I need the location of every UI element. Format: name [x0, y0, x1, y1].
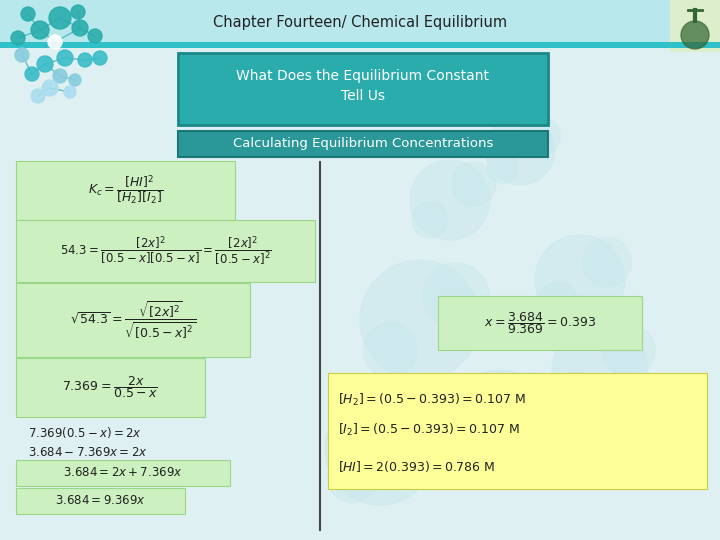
Text: $7.369 = \dfrac{2x}{0.5-x}$: $7.369 = \dfrac{2x}{0.5-x}$: [62, 374, 158, 400]
Circle shape: [450, 370, 550, 470]
Circle shape: [363, 323, 417, 377]
FancyBboxPatch shape: [16, 220, 315, 282]
Circle shape: [88, 29, 102, 43]
Circle shape: [552, 322, 648, 418]
Circle shape: [485, 115, 555, 185]
Circle shape: [25, 67, 39, 81]
Circle shape: [57, 50, 73, 66]
Text: $[I_2] = (0.5 - 0.393) = 0.107\ \mathrm{M}$: $[I_2] = (0.5 - 0.393) = 0.107\ \mathrm{…: [338, 422, 521, 438]
Circle shape: [603, 325, 655, 377]
Circle shape: [503, 373, 557, 428]
Text: $K_c = \dfrac{[HI]^2}{[H_2][I_2]}$: $K_c = \dfrac{[HI]^2}{[H_2][I_2]}$: [89, 173, 163, 207]
Circle shape: [554, 373, 598, 416]
Text: $3.684 - 7.369x = 2x$: $3.684 - 7.369x = 2x$: [28, 447, 148, 460]
Circle shape: [49, 7, 71, 29]
Circle shape: [487, 152, 518, 183]
Text: Calculating Equilibrium Concentrations: Calculating Equilibrium Concentrations: [233, 138, 493, 151]
FancyBboxPatch shape: [16, 161, 235, 220]
Circle shape: [537, 282, 577, 323]
FancyBboxPatch shape: [0, 42, 720, 48]
Text: Tell Us: Tell Us: [341, 89, 385, 103]
FancyBboxPatch shape: [16, 283, 250, 357]
Circle shape: [452, 162, 496, 206]
Circle shape: [64, 86, 76, 98]
Circle shape: [48, 35, 62, 49]
Circle shape: [410, 160, 490, 240]
Circle shape: [328, 453, 377, 502]
FancyBboxPatch shape: [0, 0, 720, 48]
Circle shape: [31, 21, 49, 39]
Circle shape: [452, 422, 498, 468]
Circle shape: [21, 7, 35, 21]
FancyBboxPatch shape: [178, 131, 548, 157]
FancyBboxPatch shape: [328, 373, 707, 489]
FancyBboxPatch shape: [16, 358, 205, 417]
FancyBboxPatch shape: [16, 460, 230, 486]
FancyBboxPatch shape: [16, 488, 185, 514]
Circle shape: [535, 235, 625, 325]
FancyBboxPatch shape: [178, 53, 548, 125]
Text: $3.684 = 9.369x$: $3.684 = 9.369x$: [55, 495, 145, 508]
Text: Chapter Fourteen/ Chemical Equilibrium: Chapter Fourteen/ Chemical Equilibrium: [213, 16, 507, 30]
Circle shape: [681, 21, 709, 49]
Text: $\sqrt{54.3} = \dfrac{\sqrt{[2x]^2}}{\sqrt{[0.5-x]^2}}$: $\sqrt{54.3} = \dfrac{\sqrt{[2x]^2}}{\sq…: [70, 299, 196, 341]
Text: $[H_2] = (0.5 - 0.393) = 0.107\ \mathrm{M}$: $[H_2] = (0.5 - 0.393) = 0.107\ \mathrm{…: [338, 392, 526, 408]
Circle shape: [42, 80, 58, 96]
Text: $x = \dfrac{3.684}{9.369} = 0.393$: $x = \dfrac{3.684}{9.369} = 0.393$: [484, 310, 596, 336]
Circle shape: [78, 53, 92, 67]
Circle shape: [423, 263, 489, 329]
Circle shape: [582, 237, 631, 287]
Circle shape: [522, 117, 560, 156]
Circle shape: [15, 48, 29, 62]
Circle shape: [31, 89, 45, 103]
Text: What Does the Equilibrium Constant: What Does the Equilibrium Constant: [236, 69, 490, 83]
Circle shape: [93, 51, 107, 65]
Circle shape: [360, 260, 480, 380]
Circle shape: [72, 20, 88, 36]
Circle shape: [11, 31, 25, 45]
Circle shape: [325, 395, 435, 505]
Circle shape: [53, 69, 67, 83]
Text: $54.3 = \dfrac{[2x]^2}{[0.5-x][0.5-x]} = \dfrac{[2x]^2}{[0.5-x]^2}$: $54.3 = \dfrac{[2x]^2}{[0.5-x][0.5-x]} =…: [60, 234, 272, 268]
Text: $[HI] = 2(0.393) = 0.786\ \mathrm{M}$: $[HI] = 2(0.393) = 0.786\ \mathrm{M}$: [338, 458, 495, 474]
FancyBboxPatch shape: [438, 296, 642, 350]
Circle shape: [69, 74, 81, 86]
Circle shape: [383, 398, 444, 458]
Text: $7.369(0.5-x) = 2x$: $7.369(0.5-x) = 2x$: [28, 424, 142, 440]
Text: $3.684 = 2x + 7.369x$: $3.684 = 2x + 7.369x$: [63, 467, 183, 480]
Circle shape: [37, 56, 53, 72]
Circle shape: [412, 202, 448, 238]
Circle shape: [71, 5, 85, 19]
FancyBboxPatch shape: [670, 0, 720, 52]
